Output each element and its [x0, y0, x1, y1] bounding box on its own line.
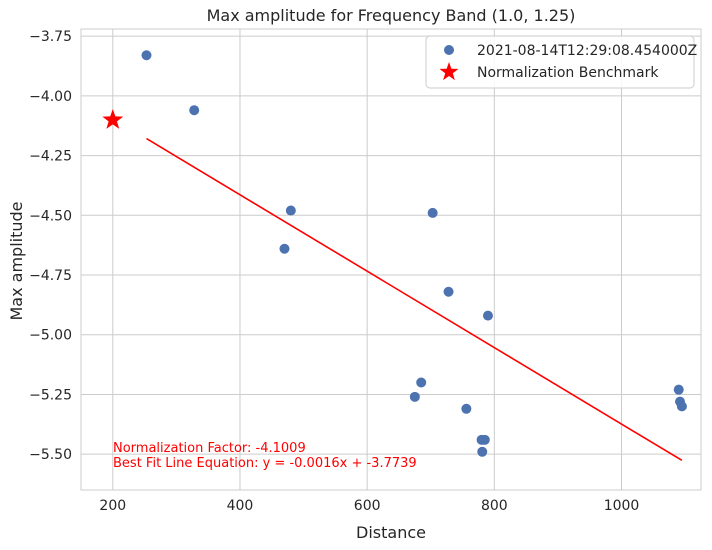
legend-box — [425, 35, 695, 89]
y-tick-label: −4.75 — [29, 268, 72, 284]
x-tick-label: 1000 — [604, 498, 640, 514]
grid-lines — [81, 29, 701, 490]
legend-marker-series — [444, 45, 454, 55]
legend-label-series: 2021-08-14T12:29:08.454000Z — [477, 43, 697, 59]
data-point — [285, 205, 296, 216]
y-tick-label: −5.50 — [29, 447, 72, 463]
data-point — [479, 434, 490, 445]
annotation-text: Best Fit Line Equation: y = -0.0016x + -… — [113, 456, 417, 471]
data-point — [427, 207, 438, 218]
y-tick-label: −4.00 — [29, 89, 72, 105]
data-point — [461, 403, 472, 414]
x-axis-title: Distance — [356, 523, 426, 542]
data-point — [676, 401, 687, 412]
best-fit-line — [146, 137, 683, 462]
y-tick-label: −5.00 — [29, 328, 72, 344]
plot-area — [80, 28, 702, 491]
data-point — [279, 243, 290, 254]
legend-marker-star-icon — [439, 62, 459, 81]
data-point — [477, 446, 488, 457]
data-point — [482, 310, 493, 321]
data-point — [673, 384, 684, 395]
data-point — [141, 50, 152, 61]
y-tick-label: −4.25 — [29, 149, 72, 165]
best-fit-line-group — [146, 137, 683, 462]
legend: 2021-08-14T12:29:08.454000Z Normalizatio… — [425, 35, 697, 89]
annotation-text: Normalization Factor: -4.1009 — [113, 441, 306, 456]
data-point — [409, 391, 420, 402]
x-tick-label: 200 — [99, 498, 126, 514]
y-tick-label: −3.75 — [29, 29, 72, 45]
data-points — [102, 50, 687, 457]
x-tick-label: 600 — [354, 498, 381, 514]
data-point — [189, 105, 200, 116]
x-tick-label: 800 — [481, 498, 508, 514]
y-axis-ticks: −3.75 −4.00 −4.25 −4.50 −4.75 −5.00 −5.25 −5.50 — [29, 29, 72, 463]
data-point — [416, 377, 427, 388]
x-tick-label: 400 — [227, 498, 254, 514]
y-tick-label: −4.50 — [29, 208, 72, 224]
x-axis-ticks: 200 400 600 800 1000 — [99, 498, 639, 514]
data-point — [443, 286, 454, 297]
benchmark-star-marker — [102, 108, 124, 129]
legend-label-benchmark: Normalization Benchmark — [477, 65, 659, 81]
y-axis-title: Max amplitude — [7, 201, 26, 320]
chart-title: Max amplitude for Frequency Band (1.0, 1… — [207, 6, 576, 25]
y-tick-label: −5.25 — [29, 387, 72, 403]
